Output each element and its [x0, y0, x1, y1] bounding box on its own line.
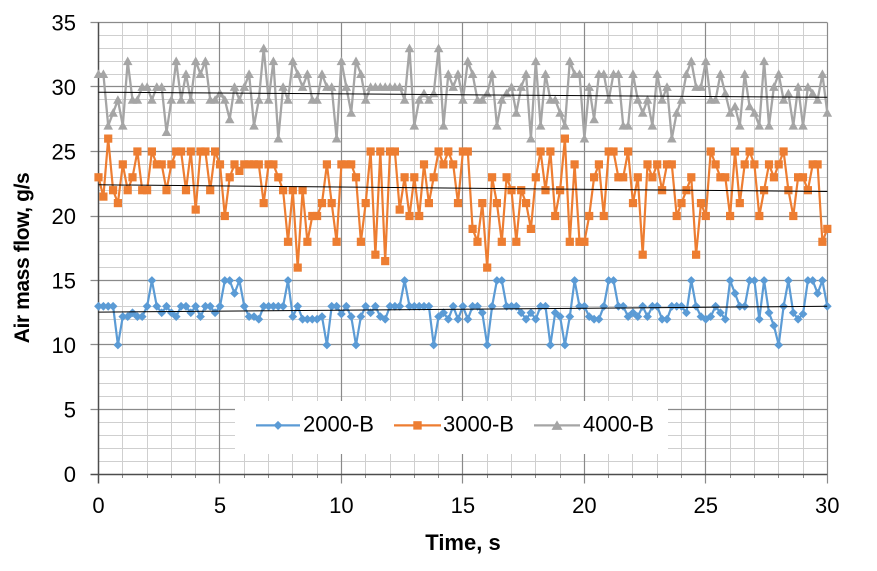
svg-text:30: 30 — [815, 493, 839, 518]
svg-text:5: 5 — [64, 398, 76, 423]
svg-text:30: 30 — [52, 75, 76, 100]
svg-text:25: 25 — [694, 493, 718, 518]
svg-text:Air mass flow, g/s: Air mass flow, g/s — [11, 173, 34, 344]
svg-text:Time, s: Time, s — [425, 530, 500, 555]
svg-text:15: 15 — [52, 269, 76, 294]
svg-text:15: 15 — [451, 493, 475, 518]
svg-text:0: 0 — [64, 462, 76, 487]
svg-text:4000-B: 4000-B — [583, 412, 654, 437]
svg-text:0: 0 — [92, 493, 104, 518]
svg-text:2000-B: 2000-B — [303, 412, 374, 437]
svg-text:20: 20 — [52, 204, 76, 229]
svg-text:35: 35 — [52, 11, 76, 36]
svg-text:3000-B: 3000-B — [443, 412, 514, 437]
svg-text:10: 10 — [52, 333, 76, 358]
svg-text:20: 20 — [572, 493, 596, 518]
svg-text:5: 5 — [214, 493, 226, 518]
svg-text:10: 10 — [329, 493, 353, 518]
svg-text:25: 25 — [52, 140, 76, 165]
